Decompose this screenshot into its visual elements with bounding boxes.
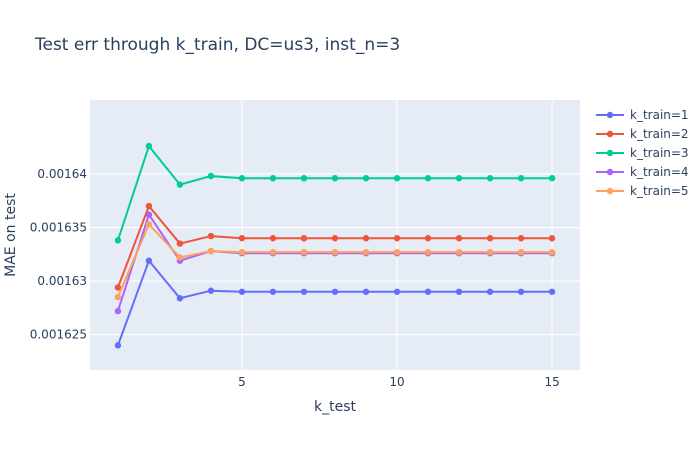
data-point bbox=[331, 288, 339, 295]
data-point bbox=[238, 248, 246, 256]
data-point bbox=[517, 235, 525, 242]
data-point bbox=[486, 175, 494, 182]
data-point bbox=[393, 248, 401, 256]
y-tick-label: 0.00163 bbox=[37, 274, 87, 288]
x-tick-label: 15 bbox=[544, 375, 559, 389]
data-point bbox=[300, 235, 308, 242]
data-point bbox=[455, 235, 463, 242]
data-point bbox=[114, 342, 122, 349]
legend-swatch-marker bbox=[606, 130, 614, 138]
data-point bbox=[238, 175, 246, 182]
series-k-train-1 bbox=[114, 257, 556, 349]
data-point bbox=[176, 254, 184, 261]
data-point bbox=[424, 235, 432, 242]
series-k-train-2 bbox=[114, 202, 556, 291]
y-tick-label: 0.001635 bbox=[30, 221, 87, 235]
data-point bbox=[145, 257, 153, 264]
legend-swatch-marker bbox=[606, 149, 614, 157]
data-point bbox=[176, 295, 184, 302]
legend-item[interactable]: k_train=5 bbox=[596, 184, 689, 198]
data-point bbox=[486, 235, 494, 242]
data-point bbox=[145, 202, 153, 210]
legend-item[interactable]: k_train=4 bbox=[596, 165, 689, 179]
data-point bbox=[393, 288, 401, 295]
data-point bbox=[145, 211, 153, 218]
data-point bbox=[300, 288, 308, 295]
chart-title: Test err through k_train, DC=us3, inst_n… bbox=[34, 35, 400, 55]
y-tick-label: 0.00164 bbox=[37, 167, 87, 181]
data-point bbox=[207, 172, 215, 180]
data-point bbox=[548, 235, 556, 242]
legend-item[interactable]: k_train=1 bbox=[596, 108, 689, 122]
legend-label: k_train=2 bbox=[630, 127, 689, 141]
data-point bbox=[114, 284, 122, 291]
data-point bbox=[486, 248, 494, 256]
legend-label: k_train=3 bbox=[630, 146, 689, 160]
data-point bbox=[114, 237, 122, 244]
data-point bbox=[517, 175, 525, 182]
data-point bbox=[362, 235, 370, 242]
data-point bbox=[424, 248, 432, 256]
data-point bbox=[362, 248, 370, 256]
data-point bbox=[424, 288, 432, 295]
data-point bbox=[114, 307, 122, 315]
data-point bbox=[300, 248, 308, 256]
x-tick-label: 10 bbox=[389, 375, 404, 389]
series-k-train-5 bbox=[114, 221, 556, 301]
legend-item[interactable]: k_train=3 bbox=[596, 146, 689, 160]
data-point bbox=[517, 288, 525, 295]
data-point bbox=[455, 175, 463, 182]
data-point bbox=[548, 288, 556, 295]
data-point bbox=[517, 248, 525, 256]
data-point bbox=[114, 293, 122, 301]
data-point bbox=[238, 288, 246, 295]
data-point bbox=[238, 235, 246, 242]
data-point bbox=[393, 235, 401, 242]
legend-label: k_train=4 bbox=[630, 165, 689, 179]
data-point bbox=[455, 288, 463, 295]
data-point bbox=[269, 235, 277, 242]
data-point bbox=[331, 175, 339, 182]
legend-item[interactable]: k_train=2 bbox=[596, 127, 689, 141]
data-point bbox=[269, 248, 277, 256]
data-point bbox=[362, 175, 370, 182]
data-point bbox=[331, 235, 339, 242]
data-point bbox=[331, 248, 339, 256]
gridlines bbox=[90, 100, 580, 370]
legend-label: k_train=1 bbox=[630, 108, 689, 122]
legend-label: k_train=5 bbox=[630, 184, 689, 198]
legend-swatch-marker bbox=[606, 111, 614, 119]
series-layer bbox=[114, 142, 556, 349]
data-point bbox=[176, 240, 184, 247]
legend-swatch-marker bbox=[606, 168, 614, 176]
data-point bbox=[455, 248, 463, 256]
data-point bbox=[269, 175, 277, 182]
series-k-train-3 bbox=[114, 142, 556, 244]
x-tick-label: 5 bbox=[238, 375, 246, 389]
data-point bbox=[207, 287, 215, 294]
x-tick-labels: 5 10 15 bbox=[238, 375, 560, 389]
data-point bbox=[362, 288, 370, 295]
data-point bbox=[393, 175, 401, 182]
y-tick-labels: 0.001625 0.00163 0.001635 0.00164 bbox=[30, 167, 87, 342]
legend: k_train=1 k_train=2 k_train=3 k_train=4 k_tr… bbox=[596, 108, 689, 198]
y-tick-label: 0.001625 bbox=[30, 328, 87, 342]
data-point bbox=[424, 175, 432, 182]
data-point bbox=[486, 288, 494, 295]
y-axis-title: MAE on test bbox=[3, 193, 19, 277]
x-axis-title: k_test bbox=[314, 399, 357, 415]
data-point bbox=[176, 181, 184, 188]
data-point bbox=[548, 175, 556, 182]
data-point bbox=[548, 248, 556, 256]
data-point bbox=[145, 221, 153, 228]
data-point bbox=[300, 175, 308, 182]
data-point bbox=[269, 288, 277, 295]
data-point bbox=[207, 247, 215, 255]
legend-swatch-marker bbox=[606, 187, 614, 195]
data-point bbox=[145, 142, 153, 150]
data-point bbox=[207, 232, 215, 240]
